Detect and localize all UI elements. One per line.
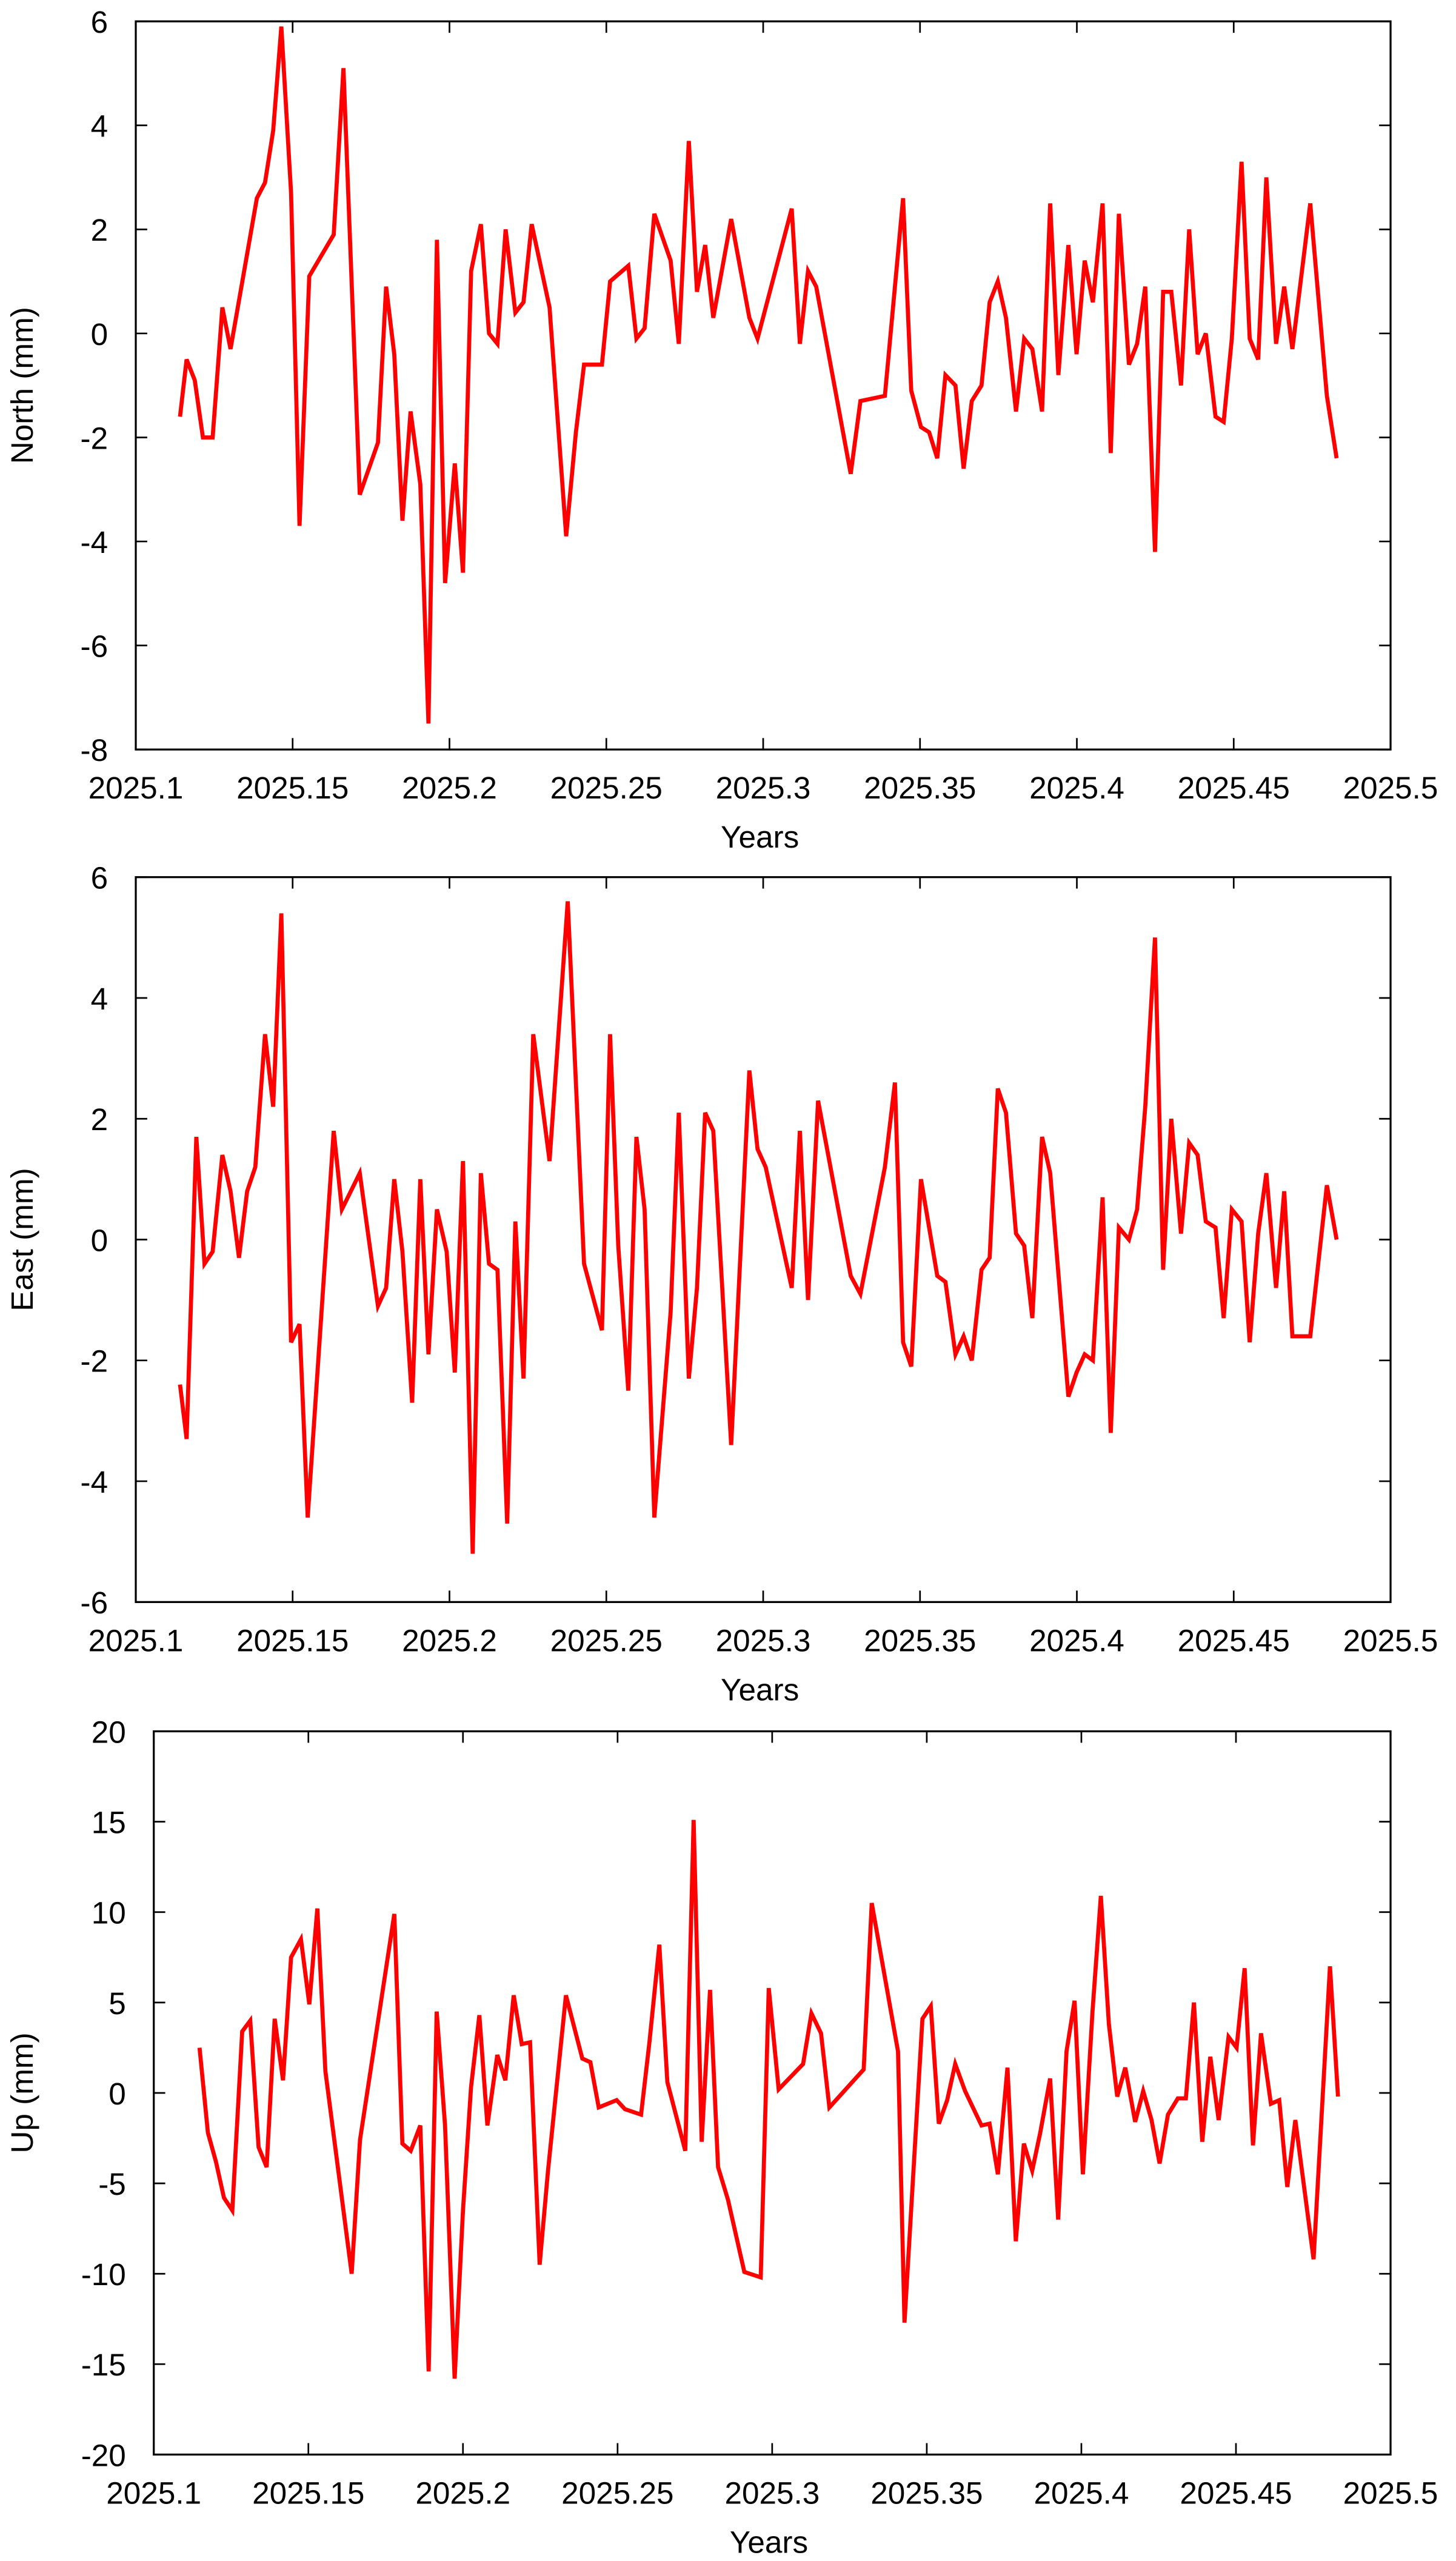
x-tick-label: 2025.3 bbox=[716, 771, 811, 805]
x-tick-label: 2025.3 bbox=[716, 1623, 811, 1658]
y-axis-label: East (mm) bbox=[5, 1168, 39, 1311]
y-tick-label: -5 bbox=[98, 2167, 126, 2201]
x-tick-label: 2025.45 bbox=[1180, 2476, 1292, 2510]
plot-frame bbox=[153, 1730, 1392, 2456]
y-tick-label: -2 bbox=[81, 421, 109, 455]
y-tick-label: -2 bbox=[81, 1344, 109, 1379]
x-tick-label: 2025.35 bbox=[870, 2476, 983, 2510]
x-tick-label: 2025.4 bbox=[1029, 771, 1124, 805]
x-tick-label: 2025.35 bbox=[864, 771, 976, 805]
x-tick-label: 2025.25 bbox=[550, 1623, 663, 1658]
x-tick-label: 2025.5 bbox=[1343, 1623, 1438, 1658]
y-tick-label: -15 bbox=[81, 2348, 126, 2382]
x-tick-label: 2025.25 bbox=[550, 771, 663, 805]
y-tick-label: -8 bbox=[81, 733, 109, 768]
x-tick-label: 2025.25 bbox=[561, 2476, 673, 2510]
y-tick-label: 6 bbox=[91, 861, 109, 896]
x-tick-label: 2025.2 bbox=[402, 771, 497, 805]
y-axis-label: Up (mm) bbox=[5, 2032, 39, 2153]
y-tick-label: 10 bbox=[92, 1896, 126, 1930]
x-axis-label: Years bbox=[721, 820, 799, 854]
x-tick-label: 2025.15 bbox=[252, 2476, 364, 2510]
y-tick-label: -4 bbox=[81, 525, 109, 560]
y-tick-label: 15 bbox=[92, 1806, 126, 1840]
plot-frame bbox=[135, 876, 1392, 1603]
x-tick-label: 2025.35 bbox=[864, 1623, 976, 1658]
x-axis-label: Years bbox=[721, 1672, 799, 1707]
data-line bbox=[197, 1819, 1340, 2379]
y-tick-label: 4 bbox=[91, 982, 109, 1016]
y-tick-label: 0 bbox=[91, 1223, 109, 1257]
y-tick-label: -10 bbox=[81, 2257, 126, 2292]
y-tick-label: -6 bbox=[81, 629, 109, 664]
y-axis-label: North (mm) bbox=[5, 307, 39, 464]
y-tick-label: 6 bbox=[91, 5, 109, 39]
x-axis-label: Years bbox=[730, 2525, 808, 2559]
x-tick-label: 2025.2 bbox=[415, 2476, 510, 2510]
x-tick-label: 2025.3 bbox=[724, 2476, 820, 2510]
x-tick-label: 2025.15 bbox=[236, 1623, 349, 1658]
x-tick-label: 2025.4 bbox=[1034, 2476, 1129, 2510]
chart-panel: 2025.1 2025.15 2025.2 2025.25 2025.3 2025.35 2… bbox=[5, 5, 1438, 854]
y-tick-label: 4 bbox=[91, 109, 109, 144]
plot-frame bbox=[135, 20, 1392, 751]
x-tick-label: 2025.1 bbox=[106, 2476, 201, 2510]
y-tick-label: -20 bbox=[81, 2438, 126, 2472]
y-tick-label: 2 bbox=[91, 1102, 109, 1137]
chart-panel: 2025.1 2025.15 2025.2 2025.25 2025.3 2025.35 2… bbox=[5, 861, 1438, 1707]
x-tick-label: 2025.1 bbox=[88, 1623, 184, 1658]
y-tick-label: 0 bbox=[91, 317, 109, 352]
y-tick-label: -6 bbox=[81, 1585, 109, 1620]
x-tick-label: 2025.15 bbox=[236, 771, 349, 805]
x-tick-label: 2025.5 bbox=[1343, 2476, 1438, 2510]
x-tick-label: 2025.5 bbox=[1343, 771, 1438, 805]
y-tick-label: 20 bbox=[92, 1715, 126, 1749]
y-tick-label: 5 bbox=[109, 1986, 126, 2021]
data-line bbox=[178, 26, 1339, 724]
x-tick-label: 2025.1 bbox=[88, 771, 184, 805]
x-tick-label: 2025.45 bbox=[1178, 771, 1290, 805]
x-tick-label: 2025.2 bbox=[402, 1623, 497, 1658]
x-tick-label: 2025.4 bbox=[1029, 1623, 1124, 1658]
y-tick-label: -4 bbox=[81, 1465, 109, 1499]
y-tick-label: 0 bbox=[109, 2077, 126, 2111]
data-line bbox=[178, 901, 1339, 1554]
x-tick-label: 2025.45 bbox=[1178, 1623, 1290, 1658]
chart-panel: 2025.1 2025.15 2025.2 2025.25 2025.3 2025.35 2… bbox=[5, 1715, 1438, 2559]
y-tick-label: 2 bbox=[91, 213, 109, 247]
